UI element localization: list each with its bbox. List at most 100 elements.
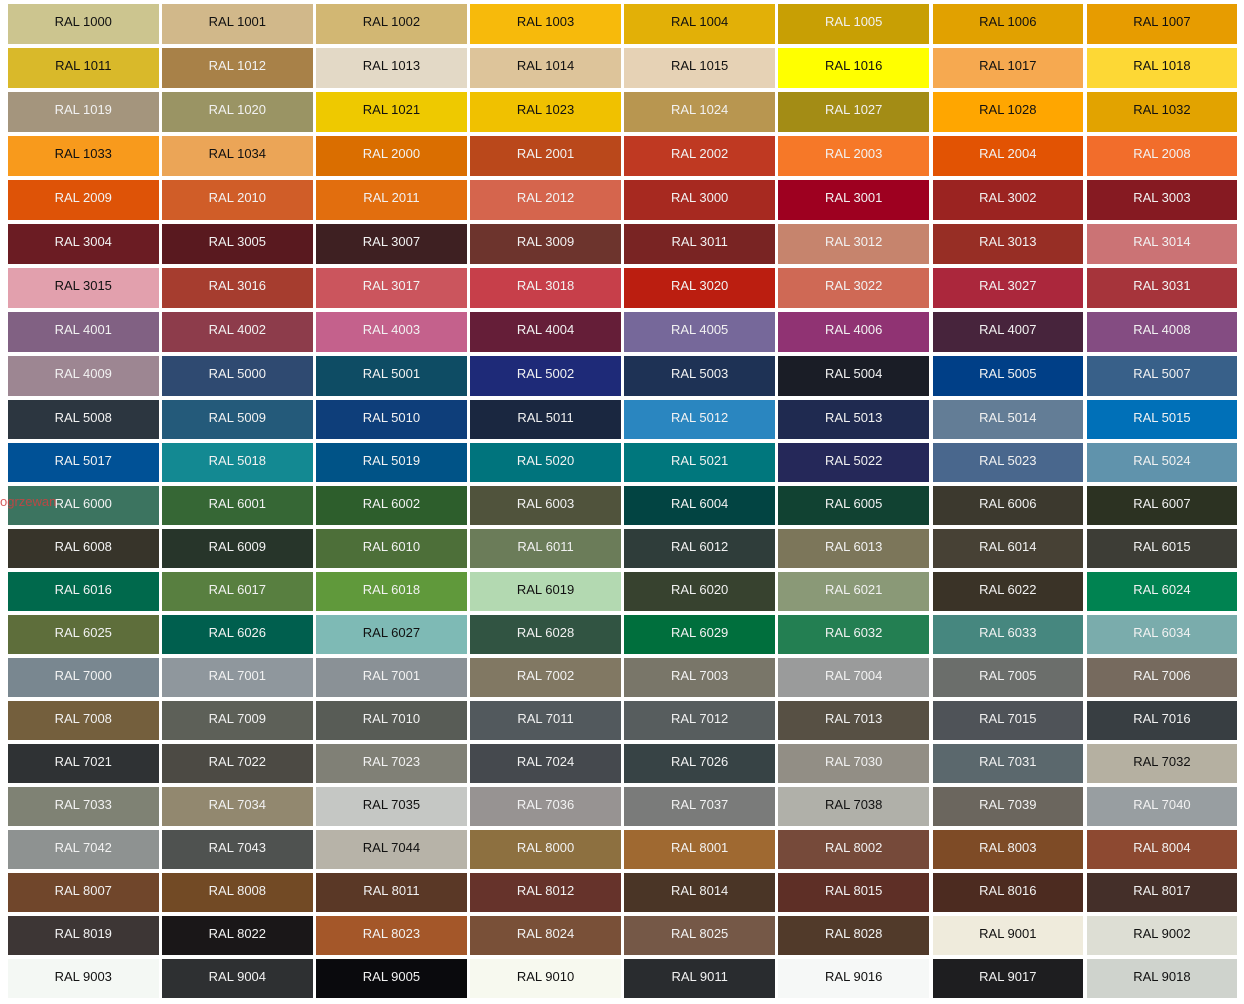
color-swatch: RAL 6034 (1086, 615, 1238, 654)
swatch-label: RAL 8002 (825, 840, 883, 855)
swatch-label: RAL 3020 (670, 278, 729, 293)
color-swatch: RAL 7039 (932, 787, 1084, 826)
color-swatch: RAL 5014 (932, 400, 1084, 439)
color-swatch: RAL 8008 (162, 873, 313, 912)
color-swatch: RAL 5021 (624, 443, 775, 482)
color-swatch: RAL 5000 (162, 356, 313, 396)
color-swatch: RAL 7042 (8, 830, 159, 869)
color-swatch: RAL 3020 (624, 268, 775, 308)
color-swatch: RAL 2010 (162, 180, 313, 220)
swatch-label: RAL 6010 (362, 539, 421, 554)
color-swatch: RAL 1021 (316, 92, 467, 132)
color-swatch: RAL 7040 (1086, 787, 1238, 826)
color-swatch: RAL 6013 (778, 529, 929, 568)
color-swatch: RAL 6019 (470, 572, 621, 611)
swatch-label: RAL 4009 (54, 366, 112, 381)
color-swatch: RAL 7006 (1086, 658, 1238, 697)
color-swatch: RAL 8004 (1086, 830, 1238, 869)
color-swatch: RAL 1018 (1086, 48, 1238, 88)
swatch-label: RAL 7023 (362, 754, 421, 769)
swatch-label: RAL 7040 (1133, 797, 1191, 812)
color-swatch: RAL 6024 (1086, 572, 1238, 611)
color-swatch: RAL 6017 (162, 572, 313, 611)
swatch-label: RAL 1017 (979, 58, 1037, 73)
color-swatch: RAL 6009 (162, 529, 313, 568)
swatch-label: RAL 9004 (208, 969, 267, 984)
swatch-label: RAL 3014 (1133, 234, 1191, 249)
color-swatch: RAL 8028 (778, 916, 929, 955)
color-swatch: RAL 6002 (316, 486, 467, 525)
swatch-label: RAL 5013 (825, 410, 883, 425)
swatch-label: RAL 5005 (979, 366, 1037, 381)
color-swatch: RAL 5024 (1086, 443, 1238, 482)
swatch-label: RAL 2009 (54, 190, 112, 205)
swatch-label: RAL 1021 (362, 102, 421, 117)
swatch-label: RAL 6034 (1133, 625, 1191, 640)
color-swatch: RAL 8019 (8, 916, 159, 955)
color-swatch: RAL 1004 (624, 4, 775, 44)
swatch-label: RAL 6007 (1133, 496, 1191, 511)
swatch-label: RAL 6011 (517, 539, 574, 554)
swatch-label: RAL 9001 (979, 926, 1037, 941)
swatch-label: RAL 5010 (362, 410, 421, 425)
swatch-label: RAL 5008 (54, 410, 112, 425)
color-swatch: RAL 4006 (778, 312, 929, 352)
swatch-label: RAL 4006 (825, 322, 883, 337)
swatch-label: RAL 1006 (979, 14, 1037, 29)
color-swatch: RAL 1011 (8, 48, 159, 88)
color-swatch: RAL 1017 (932, 48, 1084, 88)
swatch-label: RAL 6016 (54, 582, 112, 597)
swatch-label: RAL 8003 (979, 840, 1037, 855)
swatch-label: RAL 1027 (825, 102, 883, 117)
color-swatch: RAL 7010 (316, 701, 467, 740)
swatch-label: RAL 7016 (1133, 711, 1191, 726)
color-swatch: RAL 5001 (316, 356, 467, 396)
color-swatch: RAL 6007 (1086, 486, 1238, 525)
swatch-label: RAL 6020 (670, 582, 729, 597)
swatch-label: RAL 8017 (1133, 883, 1191, 898)
swatch-label: RAL 3012 (825, 234, 883, 249)
swatch-label: RAL 2008 (1133, 146, 1191, 161)
swatch-label: RAL 7030 (825, 754, 883, 769)
swatch-label: RAL 7021 (54, 754, 112, 769)
swatch-label: RAL 1001 (208, 14, 267, 29)
color-swatch: RAL 6011 (470, 529, 621, 568)
color-swatch: RAL 7033 (8, 787, 159, 826)
swatch-label: RAL 8023 (362, 926, 421, 941)
color-swatch: RAL 3003 (1086, 180, 1238, 220)
color-swatch: RAL 7016 (1086, 701, 1238, 740)
color-swatch: RAL 3018 (470, 268, 621, 308)
color-swatch: RAL 2003 (778, 136, 929, 176)
swatch-label: RAL 5003 (670, 366, 729, 381)
color-swatch: RAL 4009 (8, 356, 159, 396)
swatch-label: RAL 7031 (979, 754, 1037, 769)
swatch-label: RAL 5012 (670, 410, 729, 425)
swatch-label: RAL 7024 (516, 754, 575, 769)
swatch-label: RAL 8011 (363, 883, 420, 898)
color-swatch: RAL 5004 (778, 356, 929, 396)
color-swatch: RAL 6000 (8, 486, 159, 525)
swatch-label: RAL 7010 (362, 711, 421, 726)
swatch-label: RAL 7011 (517, 711, 574, 726)
swatch-label: RAL 1014 (516, 58, 575, 73)
swatch-label: RAL 9002 (1133, 926, 1191, 941)
swatch-label: RAL 1004 (670, 14, 729, 29)
color-swatch: RAL 9018 (1086, 959, 1238, 998)
color-swatch: RAL 3016 (162, 268, 313, 308)
swatch-label: RAL 5018 (208, 453, 267, 468)
swatch-label: RAL 7015 (979, 711, 1037, 726)
color-swatch: RAL 3027 (932, 268, 1084, 308)
swatch-label: RAL 2000 (362, 146, 421, 161)
swatch-label: RAL 1028 (979, 102, 1037, 117)
color-swatch: RAL 1020 (162, 92, 313, 132)
swatch-label: RAL 8001 (670, 840, 729, 855)
swatch-label: RAL 3005 (208, 234, 267, 249)
color-swatch: RAL 7034 (162, 787, 313, 826)
color-swatch: RAL 6029 (624, 615, 775, 654)
swatch-label: RAL 8028 (825, 926, 883, 941)
color-swatch: RAL 1014 (470, 48, 621, 88)
swatch-label: RAL 3027 (979, 278, 1037, 293)
swatch-label: RAL 5021 (670, 453, 729, 468)
color-swatch: RAL 7030 (778, 744, 929, 783)
swatch-label: RAL 3000 (670, 190, 729, 205)
